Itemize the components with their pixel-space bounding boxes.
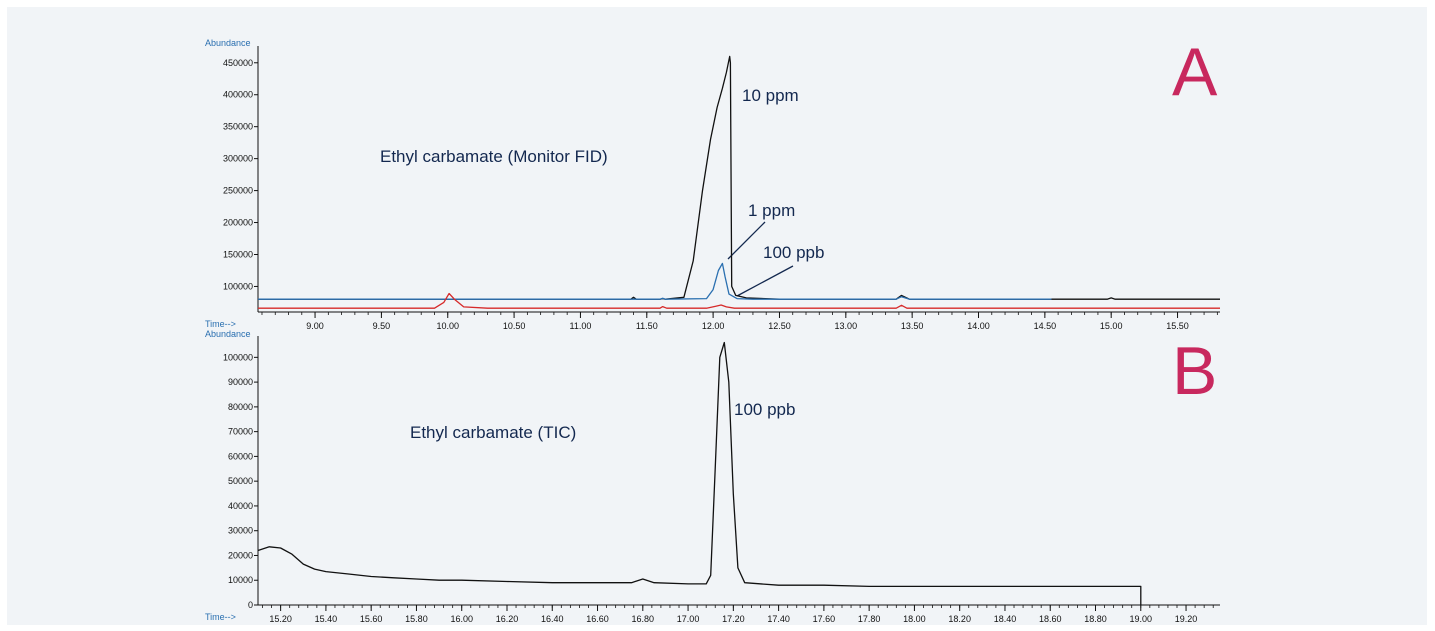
panel-b-x-tick-label: 16.00: [450, 614, 473, 624]
panel-b-y-tick-label: 80000: [228, 402, 253, 412]
panel-a-leader-1ppm: [727, 221, 766, 260]
panel-b-y-tick-label: 10000: [228, 575, 253, 585]
panel-a-y-tick-label: 150000: [223, 249, 253, 259]
panel-a-x-tick-label: 12.00: [702, 321, 725, 331]
panel-b-x-tick-label: 18.20: [948, 614, 971, 624]
panel-b-xlabel: Time-->: [205, 612, 236, 622]
panel-b-x-tick-label: 15.80: [405, 614, 428, 624]
panel-b-x-tick-label: 16.80: [632, 614, 655, 624]
panel-a-y-tick-label: 350000: [223, 122, 253, 132]
panel-b-y-tick-label: 0: [248, 600, 253, 610]
panel-b-x-tick-label: 18.00: [903, 614, 926, 624]
panel-b-x-tick-label: 19.20: [1175, 614, 1198, 624]
panel-a-y-tick-label: 200000: [223, 218, 253, 228]
panel-a-xlabel: Time-->: [205, 319, 236, 329]
panel-b-x-tick-label: 18.60: [1039, 614, 1062, 624]
panel-a-x-tick-label: 15.00: [1100, 321, 1123, 331]
panel-b-x-tick-label: 16.20: [496, 614, 519, 624]
panel-a-x-tick-label: 14.50: [1034, 321, 1057, 331]
panel-b-letter: B: [1172, 333, 1217, 409]
panel-a-x-tick-label: 11.00: [570, 321, 592, 331]
panel-b-inner-label: Ethyl carbamate (TIC): [410, 423, 576, 442]
panel-b-x-tick-label: 16.60: [586, 614, 609, 624]
panel-a: Abundance Time--> A Ethyl carbamate (Mon…: [205, 34, 1218, 329]
panel-a-inner-label: Ethyl carbamate (Monitor FID): [380, 147, 608, 166]
panel-a-series-1-ppm: [258, 262, 1052, 300]
panel-b-y-tick-label: 40000: [228, 501, 253, 511]
panel-a-y-tick-label: 300000: [223, 154, 253, 164]
panel-a-x-tick-label: 11.50: [636, 321, 658, 331]
panel-a-x-tick-label: 15.50: [1166, 321, 1189, 331]
panel-b-y-tick-label: 100000: [223, 352, 253, 362]
panel-a-series-100-ppb: [258, 292, 1220, 309]
panel-a-x-tick-label: 13.00: [835, 321, 858, 331]
panel-a-x-tick-label: 9.00: [306, 321, 324, 331]
panel-a-x-tick-label: 13.50: [901, 321, 924, 331]
panel-b-x-tick-label: 17.20: [722, 614, 745, 624]
panel-b: Abundance Time--> B Ethyl carbamate (TIC…: [205, 329, 1217, 622]
panel-b-y-tick-label: 50000: [228, 476, 253, 486]
panel-a-annotation-10ppm: 10 ppm: [742, 86, 799, 105]
panel-a-series-10-ppm: [258, 55, 1220, 300]
panel-b-ylabel: Abundance: [205, 329, 251, 339]
panel-b-x-tick-label: 17.00: [677, 614, 700, 624]
panel-b-x-tick-label: 18.80: [1084, 614, 1107, 624]
panel-b-y-tick-label: 30000: [228, 526, 253, 536]
panel-a-y-tick-label: 400000: [223, 90, 253, 100]
panel-b-x-tick-label: 16.40: [541, 614, 564, 624]
panel-a-annotation-100ppb: 100 ppb: [763, 243, 824, 262]
panel-b-annotation-100ppb: 100 ppb: [734, 400, 795, 419]
panel-b-y-tick-label: 60000: [228, 451, 253, 461]
panel-b-x-tick-label: 17.80: [858, 614, 881, 624]
panel-b-x-tick-label: 17.40: [767, 614, 790, 624]
panel-a-ylabel: Abundance: [205, 38, 251, 48]
panel-a-y-tick-label: 250000: [223, 186, 253, 196]
panel-a-letter: A: [1172, 34, 1218, 110]
panel-a-y-tick-label: 100000: [223, 281, 253, 291]
panel-b-y-tick-label: 90000: [228, 377, 253, 387]
panel-a-annotation-1ppm: 1 ppm: [748, 201, 795, 220]
panel-b-x-tick-label: 15.20: [269, 614, 292, 624]
panel-a-x-tick-label: 10.50: [503, 321, 526, 331]
panel-b-x-tick-label: 15.40: [315, 614, 338, 624]
panel-a-x-tick-label: 10.00: [436, 321, 459, 331]
panel-b-series-tic: [257, 341, 1142, 605]
panel-b-x-tick-label: 19.00: [1130, 614, 1153, 624]
panel-b-x-tick-label: 17.60: [813, 614, 836, 624]
panel-b-x-tick-label: 18.40: [994, 614, 1017, 624]
chart-marks: 1000001500002000002500003000003500004000…: [223, 46, 1220, 624]
panel-a-leader-100ppb: [736, 265, 794, 297]
panel-a-y-tick-label: 450000: [223, 58, 253, 68]
panel-a-x-tick-label: 14.00: [967, 321, 990, 331]
panel-a-x-tick-label: 12.50: [768, 321, 791, 331]
panel-b-x-tick-label: 15.60: [360, 614, 383, 624]
panel-a-x-tick-label: 9.50: [373, 321, 391, 331]
panel-b-y-tick-label: 70000: [228, 427, 253, 437]
panel-b-y-tick-label: 20000: [228, 550, 253, 560]
